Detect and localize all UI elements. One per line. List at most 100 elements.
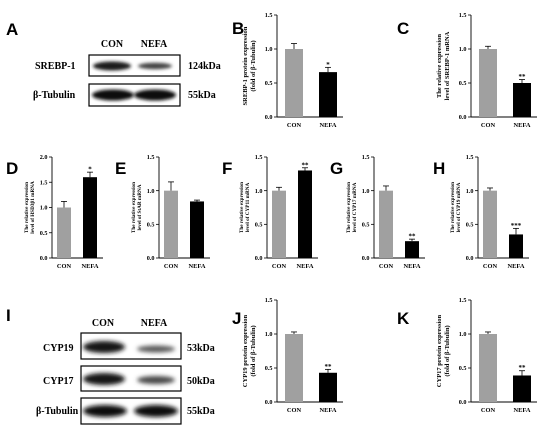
blot-size-label: 53kDa bbox=[187, 343, 215, 354]
y-axis-label: (fold of β-Tubulin) bbox=[444, 325, 451, 376]
y-tick-label: 1.5 bbox=[362, 154, 370, 161]
y-tick-label: 1.5 bbox=[459, 12, 467, 19]
category-label: NEFA bbox=[189, 263, 206, 270]
blot-size-label: 55kDa bbox=[188, 90, 216, 101]
bar-charts: 0.0 0.5 1.0 1.5 CON * NEFA SREBP-1 protein expr… bbox=[24, 12, 537, 414]
bar-con bbox=[479, 334, 497, 402]
blot-size-label: 55kDa bbox=[187, 406, 215, 417]
panel-letter-e: E bbox=[115, 159, 126, 178]
y-tick-label: 0.5 bbox=[362, 221, 370, 228]
category-label: NEFA bbox=[514, 407, 531, 414]
bar-chart-f: 0.0 0.5 1.0 1.5 CON ** NEFA The relative expres… bbox=[239, 154, 318, 270]
y-tick-label: 0.0 bbox=[255, 255, 263, 262]
blot-protein-label: CYP19 bbox=[43, 343, 74, 354]
y-axis-label: The relative expression bbox=[24, 182, 30, 233]
y-tick-label: 0.0 bbox=[466, 255, 474, 262]
blot-size-label: 124kDa bbox=[188, 61, 221, 72]
bar-chart-g: 0.0 0.5 1.0 1.5 CON ** NEFA The relative expres… bbox=[346, 154, 425, 270]
blot-protein-label: CYP17 bbox=[43, 376, 74, 387]
western-blot-i: CON NEFA CYP19 53kDa CYP17 50kDa β-Tubul… bbox=[36, 318, 215, 425]
bar-nefa bbox=[513, 375, 531, 402]
y-tick-label: 1.5 bbox=[147, 154, 155, 161]
y-tick-label: 1.0 bbox=[147, 188, 155, 195]
bar-con bbox=[164, 190, 178, 258]
category-label: CON bbox=[483, 263, 498, 270]
category-label: NEFA bbox=[320, 122, 337, 129]
blot-band bbox=[83, 405, 127, 417]
y-tick-label: 0.5 bbox=[40, 230, 48, 237]
bar-con bbox=[285, 334, 303, 402]
y-tick-label: 1.5 bbox=[459, 297, 467, 304]
y-tick-label: 1.5 bbox=[265, 297, 273, 304]
y-axis-label: CYP19 protein expression bbox=[242, 314, 249, 387]
bar-chart-b: 0.0 0.5 1.0 1.5 CON * NEFA SREBP-1 protein expr… bbox=[242, 12, 343, 129]
y-axis-label: The relative expression bbox=[346, 182, 352, 233]
y-tick-label: 0.5 bbox=[265, 80, 273, 87]
y-axis-label: The relative expression bbox=[450, 182, 456, 233]
bar-chart-c: 0.0 0.5 1.0 1.5 CON ** NEFA The relative expres… bbox=[436, 12, 537, 129]
y-axis-label: level of CYP17 mRNA bbox=[352, 182, 358, 232]
y-tick-label: 1.0 bbox=[255, 188, 263, 195]
category-label: CON bbox=[272, 263, 287, 270]
bar-chart-j: 0.0 0.5 1.0 1.5 CON ** NEFA CYP19 protein expre… bbox=[242, 297, 343, 414]
blot-band bbox=[92, 89, 134, 101]
y-tick-label: 0.0 bbox=[147, 255, 155, 262]
category-label: CON bbox=[287, 407, 302, 414]
category-label: NEFA bbox=[297, 263, 314, 270]
bar-con bbox=[57, 207, 71, 258]
bar-nefa bbox=[509, 234, 523, 258]
blot-band bbox=[93, 61, 131, 71]
y-tick-label: 0.0 bbox=[40, 255, 48, 262]
bar-chart-h: 0.0 0.5 1.0 1.5 CON *** NEFA The relative expre… bbox=[450, 154, 529, 270]
category-label: CON bbox=[481, 122, 496, 129]
panel-letter-d: D bbox=[6, 159, 18, 178]
panel-letter-a: A bbox=[6, 20, 18, 39]
significance-marker: *** bbox=[511, 222, 522, 230]
y-axis-label: level of StAR mRNA bbox=[137, 184, 143, 230]
bar-chart-d: 0.0 0.5 1.0 1.5 2.0 CON * NEFA The relative expr… bbox=[24, 154, 103, 270]
category-label: CON bbox=[57, 263, 72, 270]
category-label: NEFA bbox=[320, 407, 337, 414]
blot-band bbox=[83, 373, 125, 385]
blot-protein-label: β-Tubulin bbox=[33, 90, 76, 101]
y-axis-label: The relative expression bbox=[239, 182, 245, 233]
bar-nefa bbox=[190, 201, 204, 258]
bar-chart-k: 0.0 0.5 1.0 1.5 CON ** NEFA CYP17 protein expre… bbox=[436, 297, 537, 414]
panel-letter-g: G bbox=[330, 159, 343, 178]
lane-label-con: CON bbox=[92, 318, 115, 329]
y-tick-label: 1.0 bbox=[362, 188, 370, 195]
panel-letter-b: B bbox=[232, 19, 244, 38]
y-tick-label: 1.0 bbox=[265, 331, 273, 338]
y-tick-label: 1.0 bbox=[466, 188, 474, 195]
y-tick-label: 1.0 bbox=[265, 46, 273, 53]
blot-protein-label: β-Tubulin bbox=[36, 406, 79, 417]
lane-label-con: CON bbox=[101, 39, 124, 50]
bar-con bbox=[483, 190, 497, 258]
y-axis-label: The relative expression bbox=[131, 182, 137, 233]
lane-label-nefa: NEFA bbox=[141, 39, 168, 50]
significance-marker: * bbox=[326, 61, 330, 69]
blot-band bbox=[137, 376, 175, 384]
y-tick-label: 2.0 bbox=[40, 154, 48, 161]
bar-con bbox=[479, 49, 497, 117]
y-axis-label: level of SREBP-1 mRNA bbox=[444, 31, 451, 100]
y-axis-label: The relative expression bbox=[436, 34, 443, 98]
y-axis-label: CYP17 protein expression bbox=[436, 314, 443, 387]
blot-band bbox=[137, 345, 175, 353]
blot-band bbox=[134, 405, 178, 417]
significance-marker: * bbox=[88, 166, 92, 174]
blot-band bbox=[138, 62, 172, 70]
significance-marker: ** bbox=[325, 363, 333, 371]
category-label: CON bbox=[379, 263, 394, 270]
category-label: NEFA bbox=[508, 263, 525, 270]
panel-letter-h: H bbox=[433, 159, 445, 178]
lane-label-nefa: NEFA bbox=[141, 318, 168, 329]
y-tick-label: 0.5 bbox=[265, 365, 273, 372]
y-tick-label: 0.0 bbox=[362, 255, 370, 262]
y-axis-label: level of CYP11 mRNA bbox=[245, 183, 251, 233]
western-blot-a: CON NEFA SREBP-1 124kDa β-Tubulin 55kDa bbox=[33, 39, 221, 107]
y-tick-label: 0.5 bbox=[147, 221, 155, 228]
significance-marker: ** bbox=[519, 364, 527, 372]
panel-letter-f: F bbox=[222, 159, 232, 178]
category-label: CON bbox=[287, 122, 302, 129]
